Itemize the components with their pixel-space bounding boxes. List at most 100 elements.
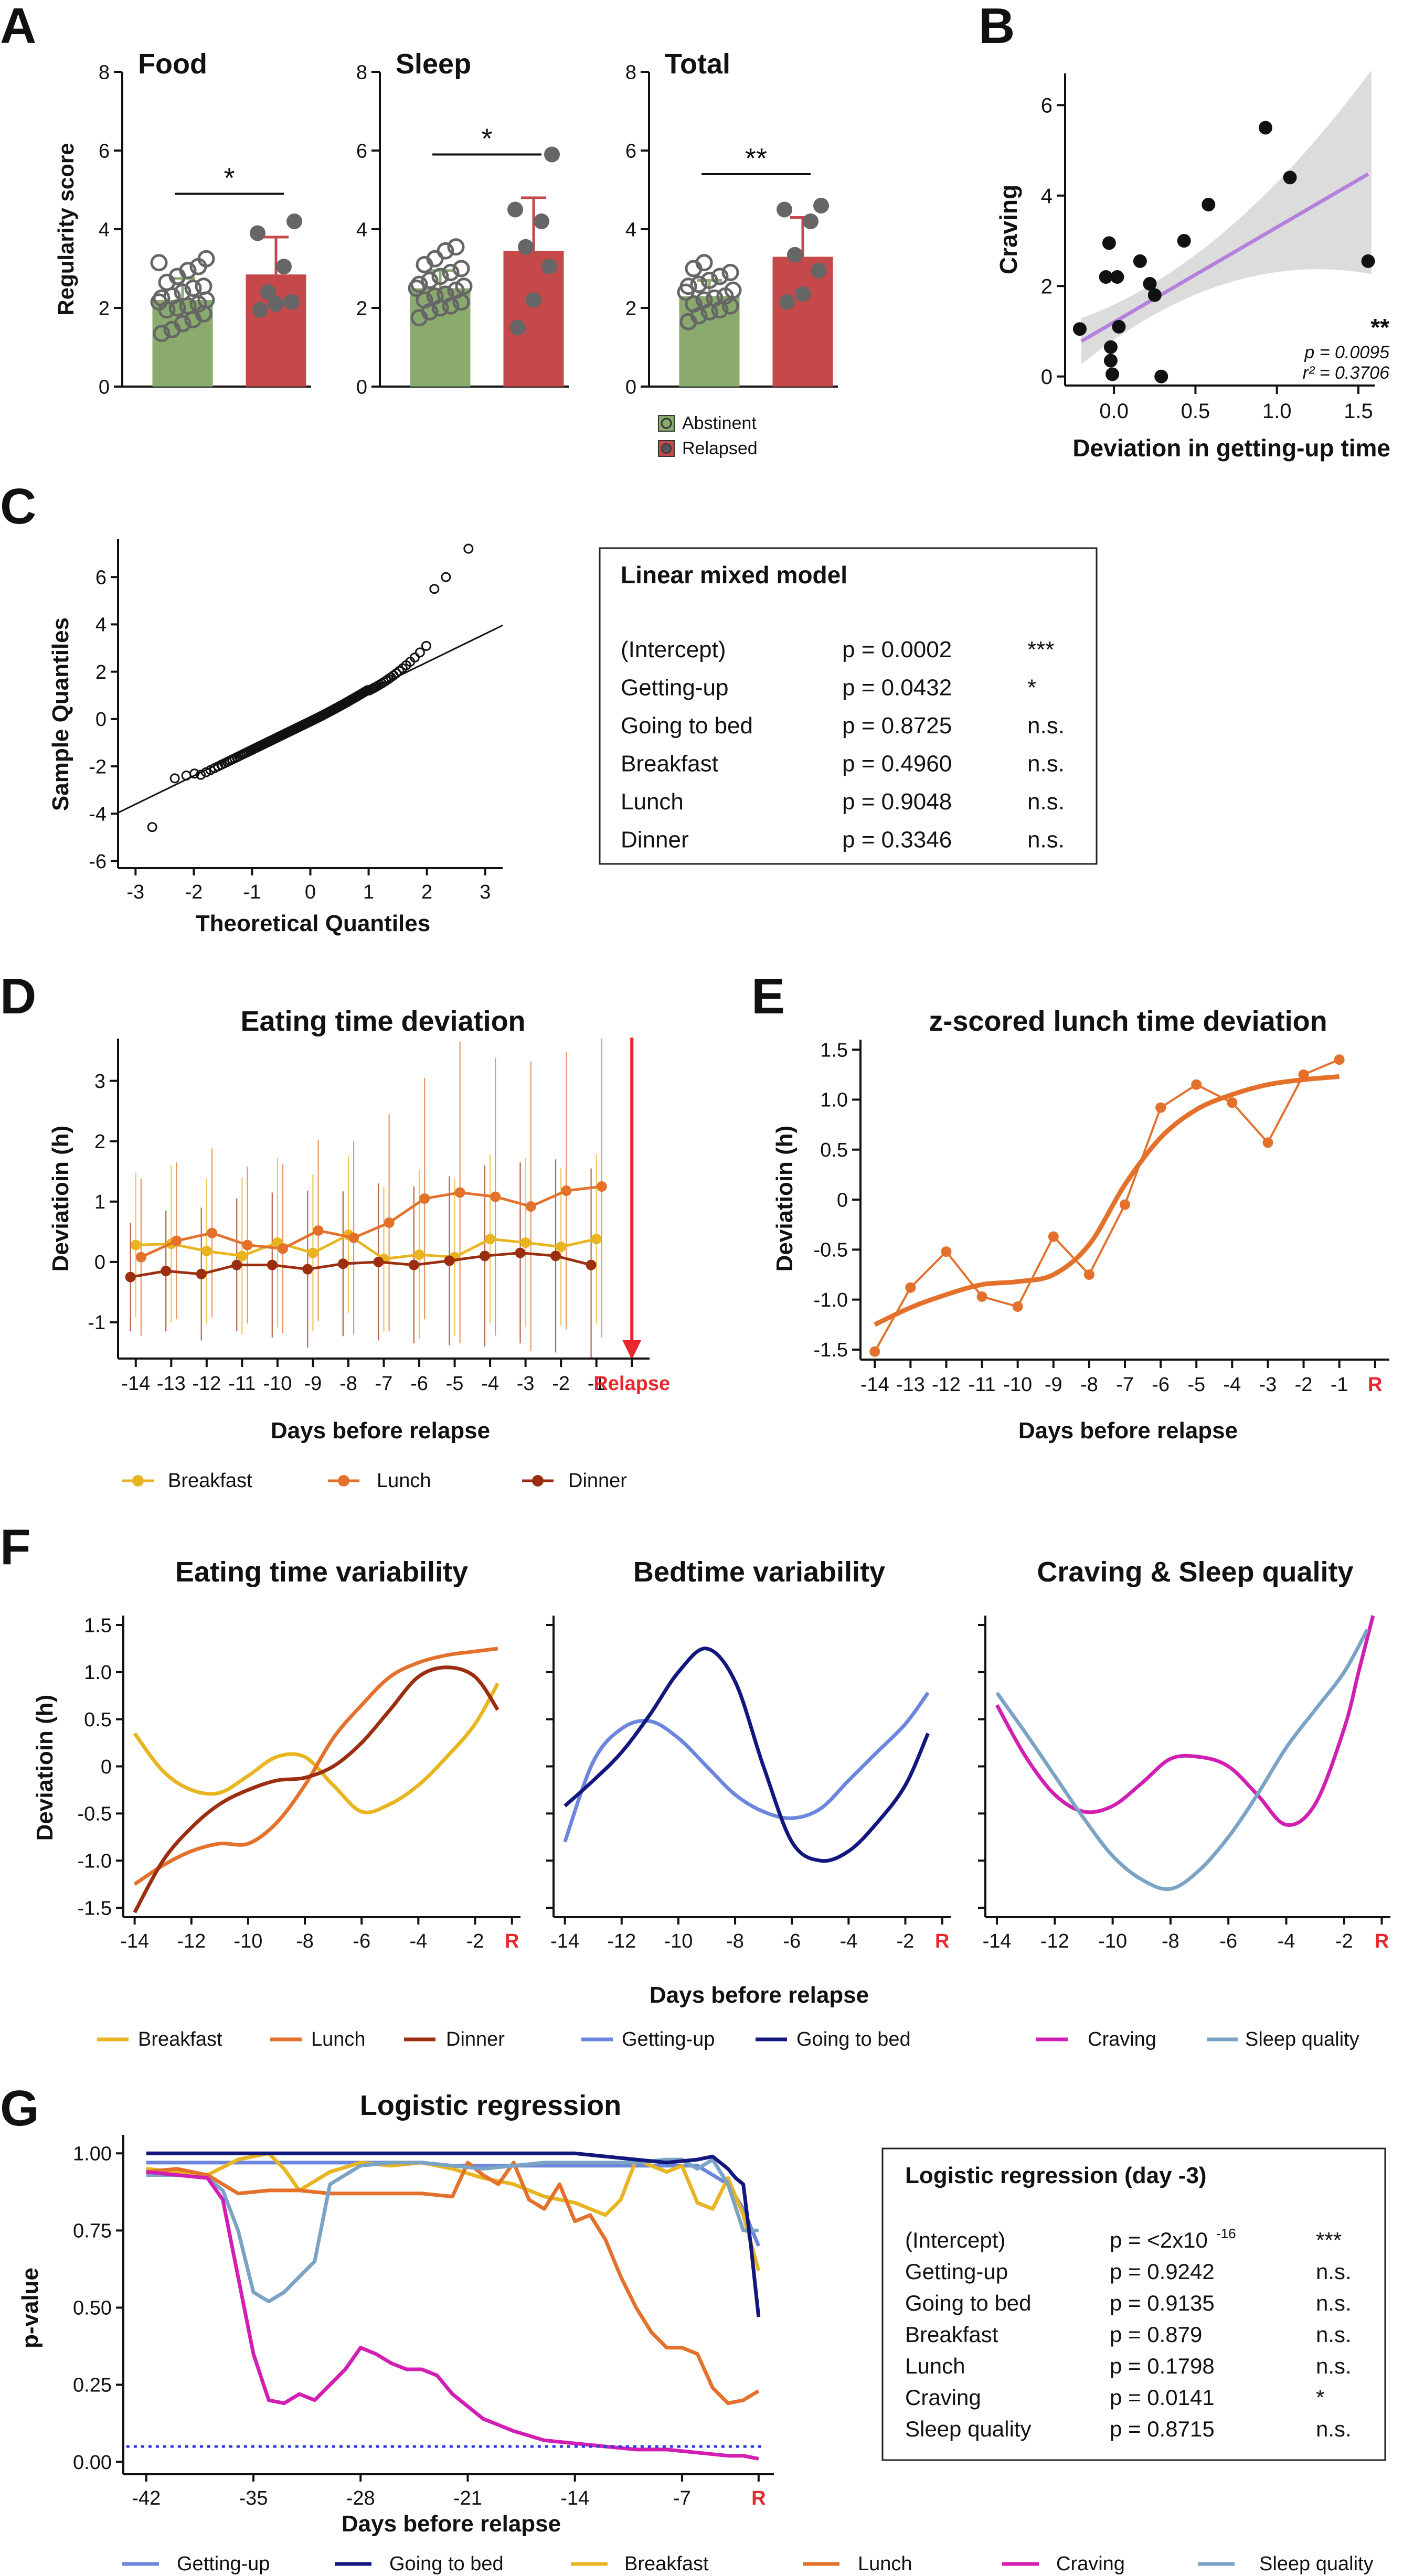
- b-point: [1143, 276, 1157, 291]
- g-x-axis-label: Days before relapse: [342, 2511, 561, 2537]
- a-point-relapsed: [541, 259, 557, 275]
- a-sig-label: *: [224, 163, 235, 194]
- a-point-abstinent: [706, 289, 724, 307]
- c-y-axis-label: Sample Quantiles: [48, 617, 73, 811]
- panel-f: Eating time variability -1.5 -1.0 -0.5 0 0.5 1…: [32, 1556, 1390, 2008]
- d-point-dinner: [408, 1259, 419, 1270]
- panel-c: -6 -4 -2 0 2 4 6 -3 -2 -1 0 1 2 3 Sample Quantiles Theo…: [48, 539, 503, 936]
- g-y-tick-label: 0.25: [73, 2375, 112, 2397]
- c-point: [189, 768, 200, 779]
- d-point-dinner: [373, 1256, 384, 1267]
- logit-sig: n.s.: [1316, 2417, 1352, 2441]
- g-line-craving: [146, 2170, 759, 2461]
- g-title: Logistic regression: [360, 2090, 621, 2121]
- a-point-abstinent: [153, 325, 171, 343]
- a-y-tick-label: 8: [356, 61, 367, 83]
- d-point-dinner: [161, 1266, 172, 1277]
- g-x-tick-label: -28: [346, 2487, 375, 2509]
- a-point-abstinent: [153, 289, 171, 307]
- e-y-tick-label: -0.5: [814, 1239, 848, 1262]
- f-line-dinner: [133, 1665, 499, 1914]
- legend-g-going-to-bed-label: Going to bed: [389, 2553, 504, 2575]
- d-point-dinner: [586, 1259, 597, 1270]
- d-point-lunch: [490, 1191, 501, 1202]
- f-subplot-title: Bedtime variability: [633, 1556, 885, 1588]
- c-point: [181, 770, 192, 781]
- f-x-tick-label: -6: [783, 1930, 801, 1952]
- legend-f-lunch-label: Lunch: [311, 2028, 366, 2050]
- a-y-tick-label: 2: [356, 297, 367, 319]
- f-x-tick-label: -8: [1162, 1930, 1179, 1952]
- e-x-tick-label: R: [1368, 1374, 1382, 1396]
- a-y-tick-label: 2: [625, 297, 636, 319]
- f-x-tick-label: -14: [550, 1930, 579, 1952]
- d-point-lunch: [384, 1217, 395, 1228]
- d-x-axis-label: Days before relapse: [271, 1418, 490, 1444]
- a-point-abstinent: [195, 277, 212, 295]
- f-line-getting-up: [563, 1692, 930, 1843]
- c-point: [441, 572, 451, 582]
- a-point-abstinent: [426, 287, 444, 305]
- a-point-relapsed: [276, 259, 292, 275]
- d-point-lunch: [596, 1181, 607, 1192]
- f-y-tick-label: 0.5: [84, 1709, 112, 1731]
- a-point-abstinent: [197, 250, 215, 268]
- e-y-tick-label: -1.0: [814, 1289, 848, 1311]
- c-point: [463, 543, 474, 554]
- d-x-tick-label: -5: [446, 1373, 464, 1395]
- e-x-tick-label: -1: [1331, 1374, 1348, 1396]
- f-x-tick-label: R: [505, 1930, 519, 1952]
- f-y-tick-label: 1.0: [84, 1662, 112, 1684]
- e-x-tick-label: -10: [1003, 1374, 1032, 1396]
- d-point-dinner: [479, 1250, 490, 1262]
- logit-p: p = <2x10: [1110, 2228, 1208, 2252]
- legend-d-breakfast-marker: [132, 1475, 144, 1487]
- lmm-term: (Intercept): [621, 637, 726, 662]
- e-point-lunch: [1012, 1301, 1023, 1312]
- a-group-title: Food: [138, 48, 207, 80]
- a-group-food: 0 2 4 6 8 Food *: [99, 48, 311, 398]
- a-y-tick-label: 8: [99, 61, 110, 83]
- d-y-tick-label: 3: [94, 1071, 105, 1093]
- a-y-tick-label: 6: [99, 140, 110, 162]
- a-point-relapsed: [250, 225, 265, 241]
- a-point-abstinent: [421, 272, 439, 289]
- logit-p-exponent: -16: [1216, 2226, 1236, 2241]
- c-y-tick-label: -4: [89, 804, 107, 826]
- lmm-p: p = 0.3346: [842, 827, 952, 853]
- d-y-axis-label: Deviatioin (h): [48, 1126, 73, 1272]
- b-x-tick-label: 1.5: [1344, 400, 1373, 423]
- logit-sig: n.s.: [1316, 2259, 1352, 2284]
- logit-term: Craving: [905, 2385, 981, 2410]
- e-point-lunch: [1298, 1069, 1309, 1080]
- d-x-tick-label: -6: [410, 1373, 428, 1395]
- f-subplot-1: Eating time variability -1.5 -1.0 -0.5 0 0.5 1…: [78, 1556, 520, 1952]
- g-x-tick-label: R: [751, 2487, 766, 2509]
- a-point-relapsed: [544, 146, 560, 163]
- lmm-p: p = 0.4960: [842, 751, 952, 777]
- legend-relapsed-label: Relapsed: [682, 439, 758, 458]
- b-y-axis-label: Craving: [995, 185, 1022, 274]
- c-x-tick-label: 3: [480, 881, 491, 903]
- b-p-value: p = 0.0095: [1304, 343, 1389, 362]
- a-group-title: Sleep: [396, 48, 471, 80]
- legend-f: Breakfast Lunch Dinner Getting-up Going …: [97, 2028, 1359, 2050]
- c-point: [409, 653, 420, 663]
- b-point: [1110, 270, 1124, 284]
- panel-label-a: A: [0, 0, 36, 54]
- d-x-tick-label: -7: [375, 1373, 393, 1395]
- f-y-tick-label: -1.0: [78, 1850, 112, 1872]
- lmm-term: Getting-up: [621, 675, 728, 701]
- a-point-abstinent: [174, 283, 192, 301]
- d-x-tick-label: -3: [517, 1373, 535, 1395]
- c-point: [196, 769, 206, 780]
- legend-d: Breakfast Lunch Dinner: [122, 1470, 627, 1492]
- lmm-sig: n.s.: [1027, 827, 1065, 853]
- a-y-tick-label: 4: [625, 219, 636, 241]
- logit-table-border: [881, 2147, 1386, 2461]
- f-line-sleep-quality: [995, 1629, 1369, 1891]
- d-y-tick-label: 2: [94, 1131, 105, 1153]
- panel-label-f: F: [0, 1519, 31, 1575]
- legend-f-craving-label: Craving: [1088, 2028, 1156, 2050]
- f-x-tick-label: -12: [177, 1930, 206, 1952]
